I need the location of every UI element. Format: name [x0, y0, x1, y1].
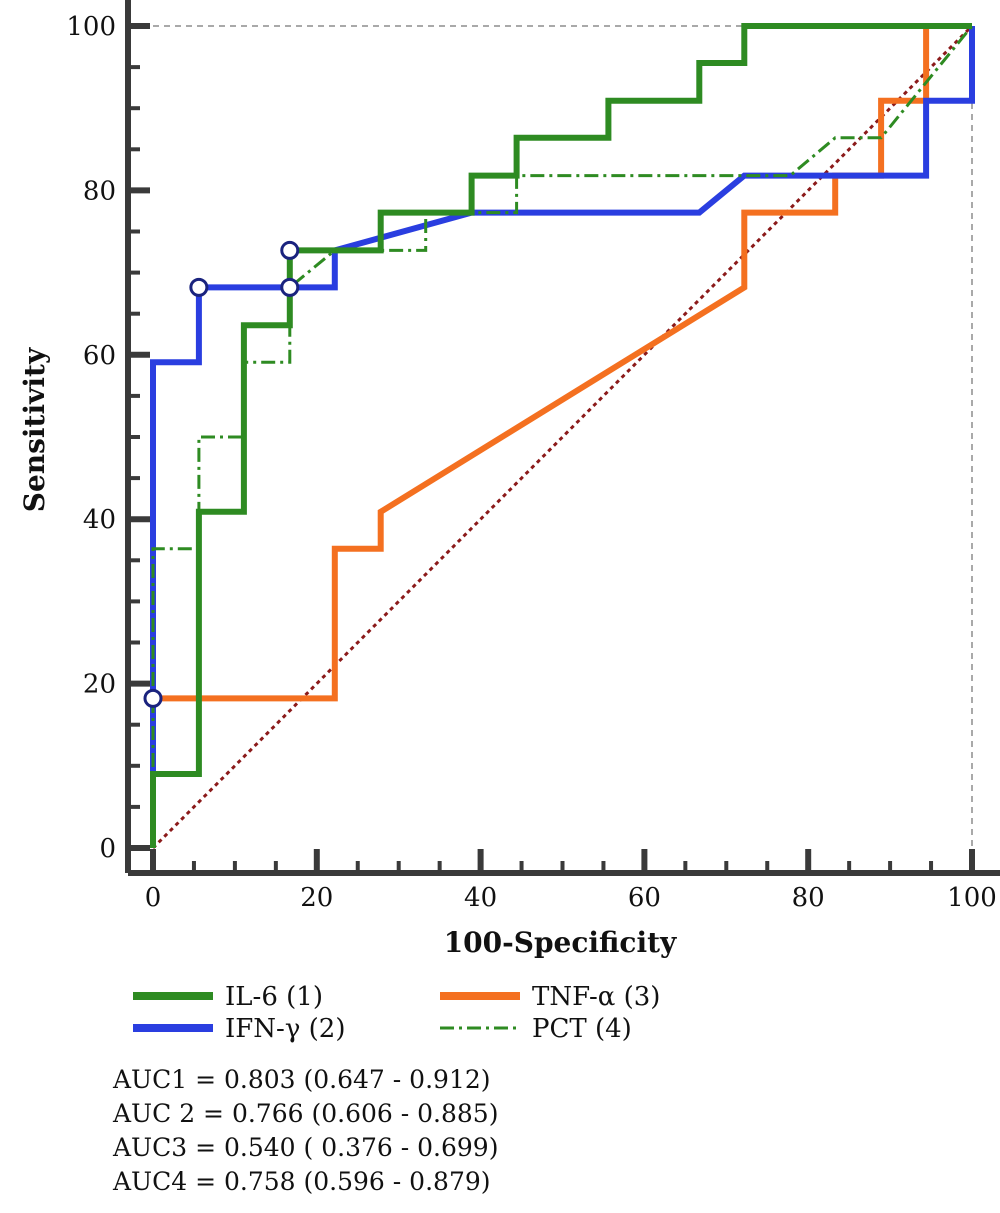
y-tick-label: 0	[99, 834, 116, 864]
cutoff-marker	[280, 240, 300, 260]
axes	[125, 0, 1000, 876]
legend-label-1: IL-6 (1)	[225, 982, 323, 1012]
roc-curves	[150, 23, 975, 848]
x-tick-label: 100	[947, 883, 997, 913]
legend: IL-6 (1) TNF-α (3) IFN-γ (2) PCT (4)	[133, 982, 660, 1044]
legend-label-3: TNF-α (3)	[532, 982, 660, 1012]
y-axis-title: Sensitivity	[18, 347, 51, 512]
x-axis-title: 100-Specificity	[444, 926, 677, 959]
chance-diagonal	[151, 24, 974, 850]
x-tick-label: 20	[300, 883, 333, 913]
roc-curve-2	[150, 26, 975, 848]
legend-label-4: PCT (4)	[532, 1014, 632, 1044]
auc-summary: AUC1 = 0.803 (0.647 - 0.912) AUC 2 = 0.76…	[112, 1065, 498, 1196]
x-tick-label: 80	[792, 883, 825, 913]
chance-diagonal-line	[151, 24, 974, 850]
cutoff-marker	[189, 277, 209, 297]
cutoff-markers	[143, 240, 300, 708]
auc-line-1: AUC1 = 0.803 (0.647 - 0.912)	[112, 1065, 491, 1094]
x-tick-label: 0	[145, 883, 162, 913]
y-tick-label: 100	[66, 12, 116, 42]
y-tick-label: 20	[83, 670, 116, 700]
cutoff-marker	[280, 277, 300, 297]
auc-line-3: AUC3 = 0.540 ( 0.376 - 0.699)	[112, 1133, 498, 1162]
cutoff-marker	[143, 688, 163, 708]
x-tick-label: 40	[464, 883, 497, 913]
y-tick-label: 40	[83, 505, 116, 535]
y-tick-label: 60	[83, 341, 116, 371]
roc-curve-4	[151, 25, 974, 848]
y-tick-label: 80	[83, 176, 116, 206]
legend-label-2: IFN-γ (2)	[225, 1014, 345, 1044]
x-tick-label: 60	[628, 883, 661, 913]
auc-line-4: AUC4 = 0.758 (0.596 - 0.879)	[112, 1167, 491, 1196]
auc-line-2: AUC 2 = 0.766 (0.606 - 0.885)	[112, 1099, 498, 1128]
tick-labels: 0 20 40 60 80 100 0 20 40 60 80 100	[66, 12, 996, 913]
